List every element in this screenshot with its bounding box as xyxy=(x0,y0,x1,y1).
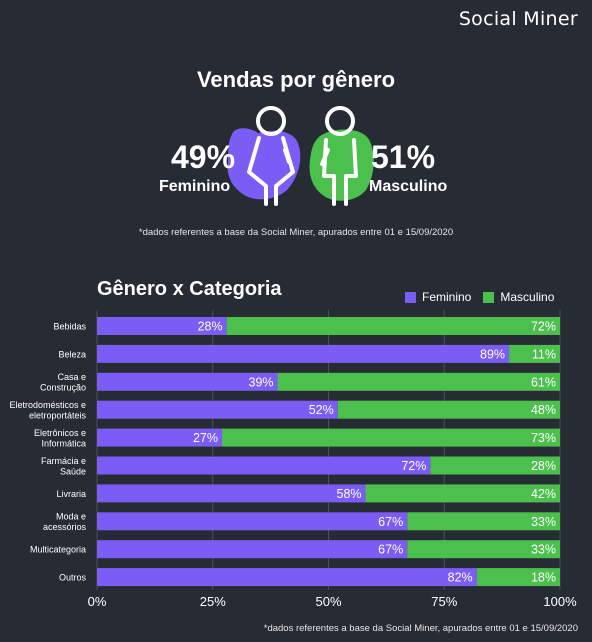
data-label-feminino: 58% xyxy=(337,487,362,501)
bar-masculino xyxy=(476,568,560,587)
category-label: Construção xyxy=(40,383,86,393)
category-label: Farmácia e xyxy=(41,456,86,466)
bar-masculino xyxy=(222,428,560,447)
data-label-masculino: 28% xyxy=(531,459,556,473)
data-label-feminino: 72% xyxy=(401,459,426,473)
bar-masculino xyxy=(407,512,560,531)
category-label: Livraria xyxy=(56,489,86,499)
legend-label-masculino: Masculino xyxy=(500,290,555,304)
legend-item-feminino: Feminino xyxy=(405,290,471,304)
category-label: Saúde xyxy=(60,466,86,476)
data-label-masculino: 72% xyxy=(531,320,556,334)
bar-feminino xyxy=(97,540,408,559)
bar-feminino xyxy=(97,456,431,475)
female-icon xyxy=(247,106,295,206)
chart-legend: Feminino Masculino xyxy=(405,290,566,304)
data-label-masculino: 48% xyxy=(531,403,556,417)
data-label-feminino: 89% xyxy=(480,347,505,361)
category-label: Moda e xyxy=(56,512,86,522)
page-title: Vendas por gênero xyxy=(196,67,396,92)
gender-figures xyxy=(227,106,374,206)
bar-masculino xyxy=(509,344,560,363)
data-label-masculino: 33% xyxy=(531,515,556,529)
data-label-masculino: 42% xyxy=(531,487,556,501)
category-label: Beleza xyxy=(58,349,86,359)
chart-title: Gênero x Categoria xyxy=(97,278,282,300)
data-label-feminino: 28% xyxy=(198,320,223,334)
bar-feminino xyxy=(97,344,510,363)
data-label-feminino: 82% xyxy=(448,571,473,585)
bar-feminino xyxy=(97,428,223,447)
x-tick-label: 100% xyxy=(543,594,577,609)
chart-footnote: *dados referentes a base da Social Miner… xyxy=(263,623,578,634)
category-label: Outros xyxy=(59,573,87,583)
data-label-masculino: 61% xyxy=(531,375,556,389)
data-label-feminino: 39% xyxy=(249,375,274,389)
category-label: Multicategoria xyxy=(30,545,86,555)
legend-swatch-feminino xyxy=(405,291,416,303)
category-label: Casa e xyxy=(57,372,86,382)
bar-masculino xyxy=(365,484,560,503)
bar-feminino xyxy=(97,400,338,419)
bar-masculino xyxy=(226,317,560,335)
data-label-masculino: 33% xyxy=(531,543,556,557)
x-tick-label: 75% xyxy=(431,594,457,609)
data-label-feminino: 52% xyxy=(309,403,334,417)
male-percentage: 51% xyxy=(371,139,436,175)
category-label: acessórios xyxy=(43,522,87,532)
x-tick-label: 0% xyxy=(88,594,107,609)
brand-logo: Social Miner xyxy=(458,8,578,30)
legend-item-masculino: Masculino xyxy=(483,290,554,304)
data-label-feminino: 67% xyxy=(378,543,403,557)
category-label: Eletrônicos e xyxy=(34,428,86,438)
top-footnote: *dados referentes a base da Social Miner… xyxy=(138,227,454,238)
male-icon xyxy=(320,106,358,206)
data-label-feminino: 67% xyxy=(378,515,403,529)
data-label-masculino: 11% xyxy=(532,347,556,361)
stacked-bar-chart: 0% 25% 50% 75% 100% 28% 72% Bebidas 89% 11% Beleza… xyxy=(9,310,577,609)
bar-masculino xyxy=(430,456,560,475)
data-label-masculino: 18% xyxy=(531,571,556,585)
bar-feminino xyxy=(97,372,278,391)
data-label-masculino: 73% xyxy=(531,431,556,445)
female-percentage: 49% xyxy=(171,139,236,175)
x-tick-label: 50% xyxy=(315,594,341,609)
data-label-feminino: 27% xyxy=(193,431,218,445)
legend-swatch-masculino xyxy=(483,291,495,303)
male-label: Masculino xyxy=(369,178,448,195)
bar-masculino xyxy=(337,400,560,419)
bar-masculino xyxy=(407,540,560,559)
category-label: Eletrodomésticos e xyxy=(9,400,86,410)
bar-masculino xyxy=(277,372,560,391)
category-label: Informática xyxy=(41,438,86,448)
bar-feminino xyxy=(97,484,366,503)
female-label: Feminino xyxy=(159,178,231,195)
bar-feminino xyxy=(97,512,408,531)
category-label: eletroportáteis xyxy=(29,410,87,420)
category-label: Bebidas xyxy=(53,322,86,332)
bar-feminino xyxy=(97,568,477,587)
x-tick-label: 25% xyxy=(200,594,226,609)
legend-label-feminino: Feminino xyxy=(422,290,472,304)
bar-feminino xyxy=(97,317,227,335)
